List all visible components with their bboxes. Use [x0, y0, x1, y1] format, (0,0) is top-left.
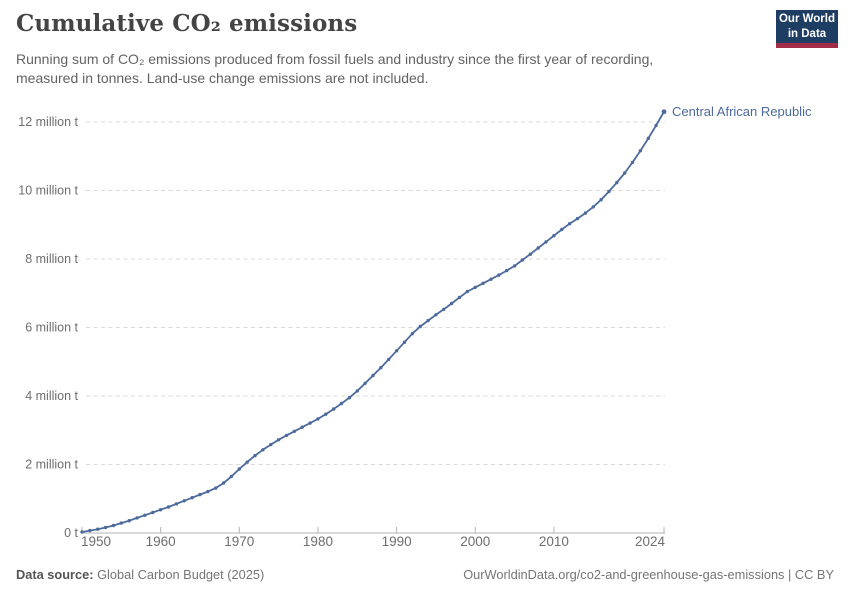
svg-text:6 million t: 6 million t: [25, 321, 78, 335]
svg-text:10 million t: 10 million t: [18, 184, 78, 198]
line-markers: [80, 109, 667, 534]
svg-text:12 million t: 12 million t: [18, 115, 78, 129]
owid-logo-line1: Our World: [778, 13, 835, 26]
y-axis-labels: 0 t 2 million t 4 million t 6 million t 8 mi…: [18, 115, 78, 540]
svg-text:1980: 1980: [303, 534, 333, 549]
owid-logo-line2: in Data: [787, 27, 827, 40]
x-axis: [81, 527, 665, 534]
data-source-value: Global Carbon Budget (2025): [97, 567, 265, 582]
y-gridlines: [86, 121, 665, 465]
footer-link[interactable]: OurWorldinData.org/co2-and-greenhouse-ga…: [463, 567, 834, 582]
emissions-line: [81, 110, 665, 533]
line-end-dot: [661, 109, 667, 115]
svg-text:8 million t: 8 million t: [25, 252, 78, 266]
page-title: Cumulative CO₂ emissions: [16, 10, 358, 37]
svg-text:2000: 2000: [460, 534, 490, 549]
x-axis-labels: 1950 1960 1970 1980 1990 2000 2010 2024: [81, 534, 665, 549]
svg-text:1970: 1970: [224, 534, 254, 549]
svg-text:0 t: 0 t: [64, 526, 78, 540]
svg-text:4 million t: 4 million t: [25, 389, 78, 403]
data-source: Data source: Global Carbon Budget (2025): [16, 567, 264, 582]
chart-subtitle: Running sum of CO₂ emissions produced fr…: [16, 51, 654, 87]
chart-footer: Data source: Global Carbon Budget (2025)…: [16, 567, 834, 582]
entity-label[interactable]: Central African Republic: [672, 104, 812, 119]
svg-text:2010: 2010: [539, 534, 569, 549]
svg-text:2024: 2024: [635, 534, 666, 549]
svg-text:1960: 1960: [146, 534, 176, 549]
owid-logo: Our World in Data: [776, 10, 838, 48]
svg-text:2 million t: 2 million t: [25, 458, 78, 472]
data-source-label: Data source:: [16, 567, 94, 582]
svg-text:1990: 1990: [382, 534, 412, 549]
svg-text:1950: 1950: [81, 534, 111, 549]
